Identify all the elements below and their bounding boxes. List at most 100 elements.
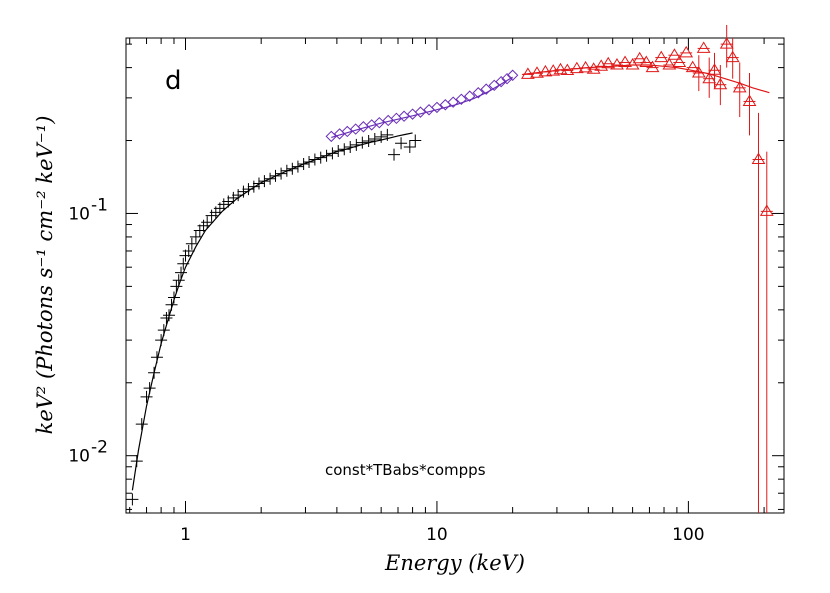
data-points	[126, 37, 774, 506]
data-point-triangle	[672, 55, 687, 67]
data-point-cross	[135, 418, 148, 431]
data-point-cross	[150, 351, 163, 364]
model-curve	[522, 64, 770, 94]
data-point-cross	[395, 137, 408, 150]
data-point-cross	[227, 191, 240, 204]
plot-frame	[125, 37, 785, 514]
data-point-cross	[368, 132, 381, 145]
model-curve	[331, 76, 513, 138]
y-tick-label: 10	[68, 447, 90, 467]
data-point-cross	[163, 309, 176, 322]
data-point-triangle	[713, 77, 728, 90]
data-point-cross	[332, 145, 345, 158]
x-axis-title: Energy (keV)	[384, 551, 525, 575]
data-point-triangle	[521, 67, 535, 79]
data-point-cross	[217, 198, 230, 211]
error-bars	[698, 24, 768, 513]
data-point-cross	[275, 167, 288, 180]
data-point-cross	[344, 141, 357, 154]
data-point-cross	[126, 493, 139, 506]
data-point-cross	[167, 291, 180, 304]
model-curve	[131, 132, 413, 491]
data-point-triangle	[625, 58, 640, 70]
data-point-diamond	[373, 116, 386, 129]
data-point-cross	[189, 230, 202, 243]
data-point-cross	[409, 134, 422, 147]
data-point-cross	[130, 455, 143, 468]
data-point-cross	[291, 160, 304, 173]
data-point-triangle	[667, 48, 682, 60]
data-point-cross	[314, 151, 327, 164]
data-point-cross	[247, 180, 260, 193]
data-point-cross	[148, 366, 161, 379]
data-point-cross	[155, 334, 168, 347]
data-point-cross	[242, 183, 255, 196]
x-tick-label: 1	[180, 525, 191, 545]
data-point-diamond	[431, 101, 443, 114]
data-point-cross	[403, 141, 416, 154]
data-point-triangle	[742, 94, 757, 106]
data-point-cross	[375, 130, 388, 143]
axis-ticks	[126, 38, 784, 513]
y-tick-label: 10	[68, 204, 90, 224]
data-point-cross	[320, 149, 333, 162]
data-point-cross	[160, 312, 173, 325]
data-point-cross	[388, 148, 401, 161]
data-point-triangle	[618, 55, 632, 67]
data-point-cross	[237, 185, 250, 198]
data-point-cross	[350, 138, 363, 151]
data-point-cross	[140, 390, 153, 403]
data-point-cross	[170, 280, 183, 293]
data-point-diamond	[495, 75, 507, 88]
data-point-cross	[172, 274, 185, 287]
y-axis-title: keV² (Photons s⁻¹ cm⁻² keV⁻¹)	[33, 116, 57, 435]
data-point-cross	[297, 158, 310, 171]
data-point-triangle	[759, 204, 774, 216]
data-point-cross	[182, 244, 195, 257]
data-point-cross	[143, 382, 156, 395]
data-point-triangle	[662, 58, 677, 70]
data-point-diamond	[414, 106, 427, 118]
y-tick-exponent: -1	[91, 195, 108, 215]
data-point-cross	[326, 147, 339, 160]
data-point-triangle	[679, 45, 694, 58]
data-point-triangle	[696, 41, 711, 53]
data-point-diamond	[501, 72, 513, 85]
data-point-triangle	[639, 55, 654, 67]
data-point-cross	[258, 175, 271, 188]
data-point-triangle	[553, 62, 568, 75]
data-point-triangle	[654, 50, 669, 63]
data-point-cross	[308, 153, 321, 166]
data-point-triangle	[685, 60, 700, 73]
model-curves	[131, 64, 770, 491]
data-point-cross	[252, 177, 265, 190]
data-point-triangle	[601, 56, 616, 69]
model-annotation: const*TBabs*compps	[325, 461, 486, 479]
data-point-diamond	[341, 125, 353, 138]
data-point-cross	[362, 135, 375, 148]
data-point-cross	[157, 324, 170, 337]
data-point-cross	[356, 136, 369, 149]
data-point-diamond	[455, 93, 468, 105]
data-point-diamond	[480, 83, 492, 95]
x-tick-label: 10	[426, 525, 448, 545]
panel-label: d	[165, 66, 182, 96]
data-point-triangle	[725, 50, 740, 63]
data-point-cross	[185, 237, 198, 250]
x-tick-label: 100	[672, 525, 704, 545]
data-point-diamond	[325, 130, 337, 143]
data-point-diamond	[406, 108, 419, 120]
data-point-cross	[269, 169, 282, 182]
data-point-diamond	[472, 87, 484, 99]
data-point-cross	[338, 143, 351, 156]
data-point-cross	[165, 298, 178, 311]
data-point-diamond	[447, 96, 459, 108]
data-point-diamond	[506, 69, 519, 81]
data-point-triangle	[691, 66, 706, 78]
data-point-cross	[177, 257, 190, 270]
data-point-triangle	[645, 60, 660, 73]
data-point-triangle	[707, 63, 722, 75]
data-point-triangle	[560, 63, 575, 76]
